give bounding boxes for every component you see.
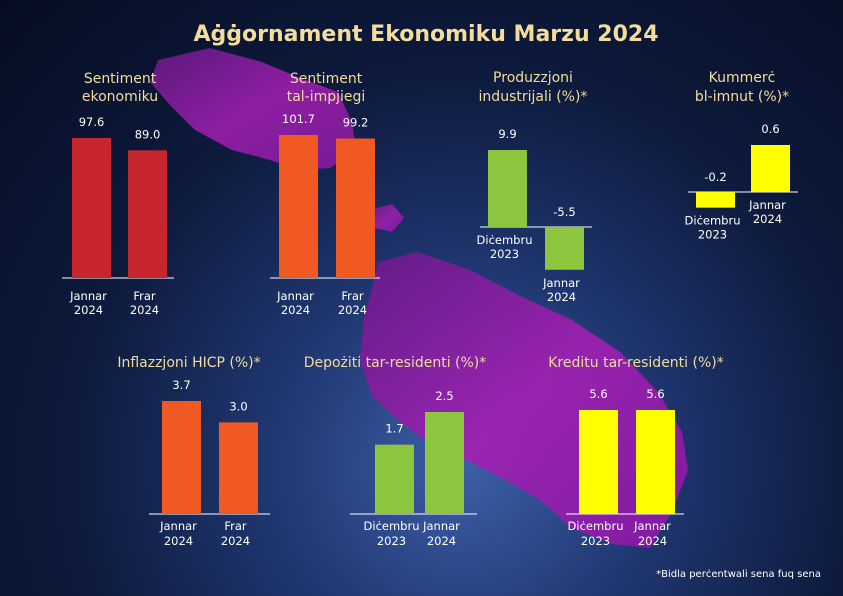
data-label: 89.0 <box>135 127 161 141</box>
infographic-title: Aġġornament Ekonomiku Marzu 2024 <box>194 22 659 47</box>
chart-title: Sentiment <box>290 71 363 87</box>
chart-title: Inflazzjoni HICP (%)* <box>117 355 260 371</box>
bar <box>336 138 375 278</box>
chart-panel: Sentimenttal-impjiegi101.7Jannar202499.2… <box>270 71 380 317</box>
category-label: Frar <box>133 289 156 303</box>
chart-title: tal-impjiegi <box>287 89 366 105</box>
chart-title: Depożiti tar-residenti (%)* <box>304 355 487 371</box>
data-label: 1.7 <box>385 422 403 436</box>
data-label: 5.6 <box>589 387 607 401</box>
bar <box>219 422 258 514</box>
data-label: 3.7 <box>172 378 190 392</box>
chart-title: industrijali (%)* <box>479 89 588 105</box>
category-label: Jannar <box>69 289 107 303</box>
chart-title: Sentiment <box>84 71 157 87</box>
bar <box>72 138 111 278</box>
category-label: 2024 <box>638 534 667 548</box>
data-label: 2.5 <box>435 389 453 403</box>
comino-island <box>370 204 404 232</box>
category-label: Jannar <box>633 519 671 533</box>
category-label: 2023 <box>581 534 610 548</box>
category-label: 2024 <box>281 303 310 317</box>
category-label: Jannar <box>422 519 460 533</box>
data-label: 3.0 <box>229 399 247 413</box>
category-label: 2023 <box>698 228 727 242</box>
category-label: Frar <box>224 519 247 533</box>
bar <box>128 150 167 278</box>
category-label: Diċembru <box>477 233 533 247</box>
bar <box>696 192 735 208</box>
bar <box>375 444 414 514</box>
chart-title: bl-imnut (%)* <box>695 89 789 105</box>
bar <box>579 410 618 514</box>
category-label: Diċembru <box>568 519 624 533</box>
chart-title: Produzzjoni <box>493 70 573 86</box>
data-label: 99.2 <box>343 116 369 130</box>
category-label: Diċembru <box>685 214 741 228</box>
chart-title: ekonomiku <box>82 89 158 105</box>
category-label: 2023 <box>490 247 519 261</box>
bar <box>425 412 464 514</box>
category-label: Jannar <box>159 519 197 533</box>
bar <box>636 410 675 514</box>
category-label: 2023 <box>377 534 406 548</box>
data-label: 5.6 <box>646 387 664 401</box>
bar <box>488 150 527 227</box>
category-label: Diċembru <box>364 519 420 533</box>
charts: Sentimentekonomiku97.6Jannar202489.0Frar… <box>62 70 798 548</box>
data-label: 101.7 <box>282 112 315 126</box>
bar <box>751 145 790 192</box>
data-label: 9.9 <box>498 127 516 141</box>
category-label: Jannar <box>276 289 314 303</box>
category-label: 2024 <box>338 303 367 317</box>
data-label: 0.6 <box>761 122 779 136</box>
chart-title: Kreditu tar-residenti (%)* <box>548 355 724 371</box>
data-label: -0.2 <box>704 170 726 184</box>
category-label: 2024 <box>221 534 250 548</box>
chart-panel: Depożiti tar-residenti (%)*1.7Diċembru20… <box>304 355 487 548</box>
category-label: 2024 <box>753 212 782 226</box>
category-label: Frar <box>341 289 364 303</box>
footnote: *Bidla perċentwali sena fuq sena <box>656 569 821 580</box>
bar <box>545 227 584 270</box>
category-label: 2024 <box>547 290 576 304</box>
category-label: Jannar <box>748 198 786 212</box>
bar <box>279 135 318 278</box>
category-label: 2024 <box>164 534 193 548</box>
chart-panel: Inflazzjoni HICP (%)*3.7Jannar20243.0Fra… <box>117 355 270 548</box>
chart-panel: Kreditu tar-residenti (%)*5.6Diċembru202… <box>548 355 724 548</box>
data-label: -5.5 <box>553 205 575 219</box>
category-label: 2024 <box>427 534 456 548</box>
category-label: 2024 <box>74 303 103 317</box>
gozo-island <box>150 48 356 170</box>
bar <box>162 401 201 514</box>
category-label: 2024 <box>130 303 159 317</box>
chart-title: Kummerċ <box>709 70 776 86</box>
category-label: Jannar <box>542 276 580 290</box>
chart-panel: Sentimentekonomiku97.6Jannar202489.0Frar… <box>62 71 174 317</box>
data-label: 97.6 <box>79 115 105 129</box>
